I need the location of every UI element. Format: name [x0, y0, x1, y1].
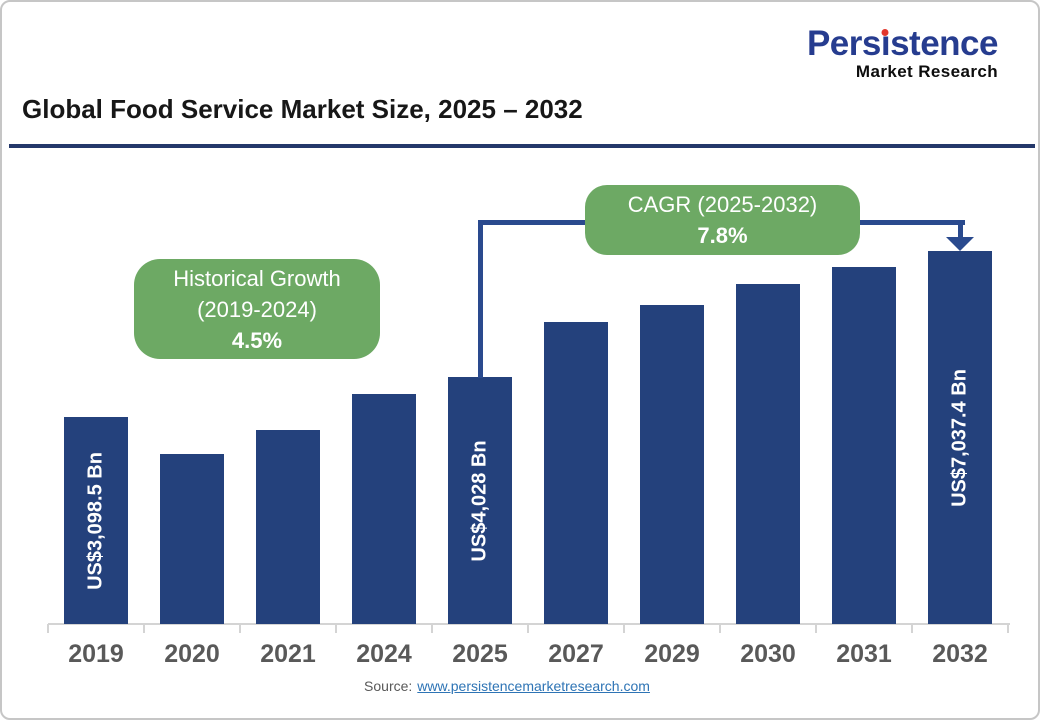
- x-axis-tick: [911, 624, 913, 633]
- cagr-callout: CAGR (2025-2032) 7.8%: [585, 185, 860, 255]
- historical-growth-value: 4.5%: [231, 327, 283, 353]
- source-link[interactable]: www.persistencemarketresearch.com: [417, 678, 650, 694]
- bar-2025: US$4,028 Bn: [448, 377, 512, 624]
- plot-area: US$3,098.5 Bn US$4,028 Bn US$7,037.4 Bn: [48, 162, 1008, 624]
- x-axis-tick: [47, 624, 49, 633]
- bar-column-2019: US$3,098.5 Bn: [48, 417, 144, 624]
- bracket-line-right: [958, 220, 963, 240]
- brand-wordmark: Persı stence: [806, 24, 999, 63]
- bracket-line-left: [478, 220, 483, 378]
- x-axis-tick: [815, 624, 817, 633]
- historical-growth-line1: Historical Growth: [173, 265, 341, 291]
- x-axis-tick: [527, 624, 529, 633]
- bar-2024: [352, 394, 416, 624]
- bar-column-2029: [624, 305, 720, 624]
- bar-value-label-2032: US$7,037.4 Bn: [948, 368, 971, 507]
- x-axis-tick: [143, 624, 145, 633]
- wordmark-pre: Pers: [806, 24, 881, 63]
- bar-2032: US$7,037.4 Bn: [928, 251, 992, 624]
- source-line: Source: www.persistencemarketresearch.com: [2, 678, 1012, 694]
- brand-tagline: Market Research: [855, 62, 998, 81]
- brand-logo: Persı stence Market Research: [806, 24, 999, 81]
- x-tick-label-2030: 2030: [740, 640, 796, 668]
- wordmark-i: ı: [880, 24, 891, 63]
- bar-2021: [256, 430, 320, 624]
- logo-red-dot-icon: [881, 29, 889, 36]
- chart-title: Global Food Service Market Size, 2025 – …: [22, 94, 583, 124]
- x-tick-label-2020: 2020: [164, 640, 220, 668]
- x-axis-tick: [239, 624, 241, 633]
- bar-2027: [544, 322, 608, 624]
- x-tick-label-2019: 2019: [68, 640, 124, 668]
- x-tick-label-2031: 2031: [836, 640, 892, 668]
- cagr-value: 7.8%: [697, 223, 748, 248]
- x-axis-tick: [719, 624, 721, 633]
- x-tick-label-2025: 2025: [452, 640, 508, 668]
- x-axis-tick: [431, 624, 433, 633]
- bar-2019: US$3,098.5 Bn: [64, 417, 128, 624]
- cagr-line1: CAGR (2025-2032): [627, 192, 818, 217]
- bar-value-label-2025: US$4,028 Bn: [468, 439, 491, 562]
- bar-column-2024: [336, 394, 432, 624]
- x-tick-label-2027: 2027: [548, 640, 604, 668]
- historical-growth-line2: (2019-2024): [197, 296, 317, 322]
- wordmark-post: stence: [890, 24, 998, 63]
- bar-column-2031: [816, 267, 912, 624]
- x-tick-label-2032: 2032: [932, 640, 988, 668]
- x-tick-label-2024: 2024: [356, 640, 412, 668]
- bar-column-2021: [240, 430, 336, 624]
- bar-2031: [832, 267, 896, 624]
- bar-2030: [736, 284, 800, 624]
- down-arrow-icon: [946, 237, 974, 251]
- x-axis-tick: [1007, 624, 1009, 633]
- bar-column-2020: [144, 454, 240, 624]
- x-axis-tick: [335, 624, 337, 633]
- x-tick-label-2029: 2029: [644, 640, 700, 668]
- x-axis-tick: [623, 624, 625, 633]
- title-underline: [9, 144, 1035, 148]
- bar-value-label-2019: US$3,098.5 Bn: [84, 451, 107, 590]
- bar-column-2027: [528, 322, 624, 624]
- bar-column-2030: [720, 284, 816, 624]
- bar-2029: [640, 305, 704, 624]
- x-tick-label-2021: 2021: [260, 640, 316, 668]
- x-axis-labels: 2019 2020 2021 2024 2025 2027 2029 2030 2031 2032: [48, 640, 1008, 669]
- wordmark-i-glyph: ı: [880, 24, 891, 63]
- historical-growth-callout: Historical Growth (2019-2024) 4.5%: [134, 259, 380, 359]
- x-axis-line: [48, 623, 1010, 625]
- bar-column-2032: US$7,037.4 Bn: [912, 251, 1008, 624]
- source-prefix: Source:: [364, 678, 413, 694]
- bar-2020: [160, 454, 224, 624]
- bar-column-2025: US$4,028 Bn: [432, 377, 528, 624]
